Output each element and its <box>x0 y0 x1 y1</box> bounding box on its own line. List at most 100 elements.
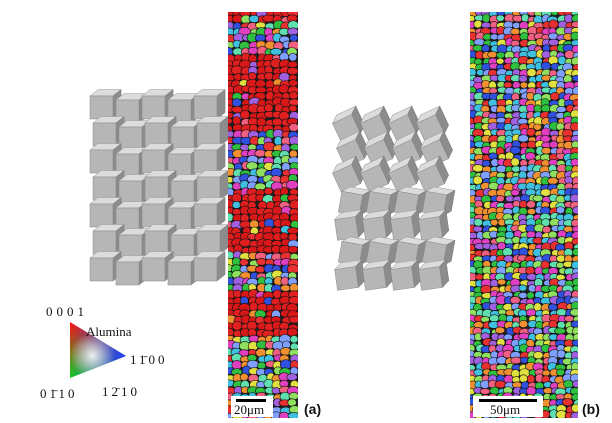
grain <box>550 141 559 148</box>
grain <box>511 357 522 364</box>
cube-front <box>197 231 220 254</box>
grain <box>572 380 580 387</box>
grain <box>240 373 248 381</box>
cube-front <box>142 150 165 173</box>
grain <box>542 147 552 154</box>
grain <box>562 398 572 405</box>
cube <box>418 260 450 291</box>
cube-front <box>142 96 165 119</box>
grain <box>289 124 299 132</box>
cube-front <box>194 204 217 227</box>
grain <box>249 15 259 23</box>
grain <box>474 369 483 376</box>
grain <box>519 375 527 383</box>
grain <box>489 88 497 94</box>
grain <box>286 180 298 189</box>
grain <box>541 189 552 196</box>
cube <box>194 144 225 173</box>
grain <box>279 412 289 420</box>
grain <box>255 266 265 273</box>
grain <box>246 162 257 170</box>
grain <box>233 290 241 297</box>
grain <box>571 159 580 167</box>
grain <box>279 85 289 94</box>
grain <box>489 315 499 322</box>
grain <box>549 231 558 238</box>
grain <box>255 34 266 41</box>
cube <box>197 171 228 200</box>
cube-front <box>145 231 168 254</box>
grain <box>240 259 249 266</box>
grain <box>527 128 536 136</box>
grain <box>541 62 551 70</box>
cube-front <box>90 204 113 227</box>
cube-front <box>142 204 165 227</box>
cube-stack-left <box>90 90 228 285</box>
cube-front <box>119 181 142 204</box>
cube <box>197 117 228 146</box>
grain <box>548 177 559 184</box>
cube-front <box>197 177 220 200</box>
key-material: Alumina <box>86 324 132 339</box>
grain <box>288 399 297 406</box>
grain <box>550 92 559 100</box>
grain <box>256 80 266 88</box>
scale-bar-a: 20μm <box>231 396 273 417</box>
grain <box>571 412 582 419</box>
cube-front <box>335 267 359 291</box>
grain <box>290 144 300 151</box>
grain <box>257 362 265 369</box>
cube-front <box>363 217 387 241</box>
grain <box>495 327 505 334</box>
grain <box>533 195 543 201</box>
grain <box>548 39 558 46</box>
grain <box>519 320 528 327</box>
grain <box>571 321 582 328</box>
cube <box>362 260 394 291</box>
grain <box>474 20 482 28</box>
grain <box>527 208 536 214</box>
grain <box>511 189 520 195</box>
grain <box>481 285 492 293</box>
grain <box>572 75 581 81</box>
grain <box>280 285 290 291</box>
grain <box>571 32 580 40</box>
grain <box>288 413 300 419</box>
grain <box>570 122 579 131</box>
cube-front <box>419 217 443 241</box>
scale-bar-b: 50μm <box>473 396 543 417</box>
grain <box>232 99 242 107</box>
grain <box>290 34 298 41</box>
grain <box>519 333 530 339</box>
cube-front <box>90 258 113 281</box>
grain <box>474 219 483 227</box>
grain <box>497 279 505 285</box>
cube-stack-right <box>330 106 455 290</box>
grain <box>564 316 574 322</box>
key-right: 11̄00 <box>130 352 168 367</box>
cube-front <box>171 235 194 258</box>
grain <box>287 328 298 336</box>
grain <box>289 92 298 100</box>
cube-front <box>391 267 415 291</box>
panel-label: (a) <box>304 401 321 417</box>
grain <box>527 231 536 238</box>
grain <box>473 226 482 232</box>
grain <box>232 201 241 208</box>
key-top: 0001 <box>46 304 88 319</box>
cube-front <box>194 150 217 173</box>
grain <box>289 99 300 106</box>
grain <box>556 262 564 268</box>
key-bottom-left: 01̄10 <box>40 386 78 401</box>
grain <box>542 370 550 376</box>
grain <box>490 219 498 225</box>
grain <box>289 105 297 112</box>
grain <box>519 285 527 291</box>
cube-front <box>119 235 142 258</box>
grain <box>527 292 535 299</box>
cube <box>194 252 225 281</box>
cube-front <box>93 177 116 200</box>
grain <box>288 61 298 68</box>
key-bottom-right: 12̄10 <box>102 384 140 399</box>
cube-front <box>90 150 113 173</box>
